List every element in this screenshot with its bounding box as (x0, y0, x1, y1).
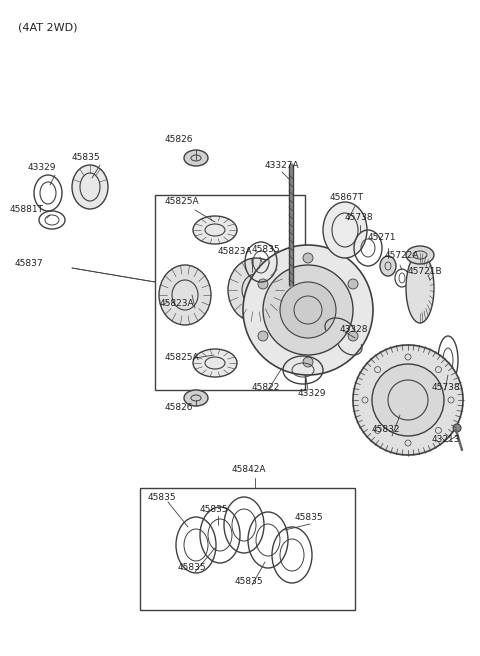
Text: 45837: 45837 (15, 258, 44, 268)
Text: 45835: 45835 (148, 493, 177, 502)
Text: 43328: 43328 (340, 325, 369, 335)
Text: 45835: 45835 (72, 154, 101, 163)
Ellipse shape (184, 390, 208, 406)
Text: 45832: 45832 (372, 426, 400, 434)
Text: (4AT 2WD): (4AT 2WD) (18, 22, 77, 32)
Text: 45826: 45826 (165, 136, 193, 144)
Ellipse shape (453, 424, 461, 432)
Text: 43329: 43329 (28, 163, 57, 173)
Text: 45825A: 45825A (165, 354, 200, 363)
Text: 45738: 45738 (432, 384, 461, 392)
Text: 43329: 43329 (298, 388, 326, 398)
Text: 45826: 45826 (165, 403, 193, 413)
Ellipse shape (303, 253, 313, 263)
Ellipse shape (372, 364, 444, 436)
Ellipse shape (243, 245, 373, 375)
Ellipse shape (348, 331, 358, 341)
Text: 45835: 45835 (178, 564, 206, 573)
Text: 45823A: 45823A (160, 298, 194, 308)
Ellipse shape (258, 279, 268, 289)
Text: 45823A: 45823A (218, 247, 252, 256)
Ellipse shape (380, 256, 396, 276)
Ellipse shape (406, 253, 434, 323)
Text: 45825A: 45825A (165, 197, 200, 207)
Text: 45835: 45835 (295, 514, 324, 522)
Text: 45738: 45738 (345, 213, 373, 222)
Text: 45835: 45835 (235, 577, 264, 586)
Text: 45835: 45835 (200, 506, 228, 514)
Text: 45867T: 45867T (330, 194, 364, 203)
Text: 43213: 43213 (432, 436, 460, 445)
Text: 45835: 45835 (252, 245, 281, 255)
Text: 45881T: 45881T (10, 205, 44, 215)
Text: 43327A: 43327A (265, 161, 300, 169)
Bar (155, 195, 305, 390)
Text: 45271: 45271 (368, 234, 396, 243)
Ellipse shape (228, 258, 284, 322)
Ellipse shape (280, 282, 336, 338)
Ellipse shape (193, 216, 237, 244)
Bar (140, 488, 355, 610)
Text: 45722A: 45722A (385, 251, 420, 260)
Ellipse shape (193, 349, 237, 377)
Ellipse shape (348, 279, 358, 289)
Ellipse shape (353, 345, 463, 455)
Ellipse shape (303, 357, 313, 367)
Text: 45822: 45822 (252, 384, 280, 392)
Text: 45842A: 45842A (232, 466, 266, 474)
Ellipse shape (258, 331, 268, 341)
Ellipse shape (263, 265, 353, 355)
Ellipse shape (159, 265, 211, 325)
Ellipse shape (184, 150, 208, 166)
Ellipse shape (323, 202, 367, 258)
Ellipse shape (406, 246, 434, 264)
Text: 45721B: 45721B (408, 268, 443, 276)
Ellipse shape (72, 165, 108, 209)
